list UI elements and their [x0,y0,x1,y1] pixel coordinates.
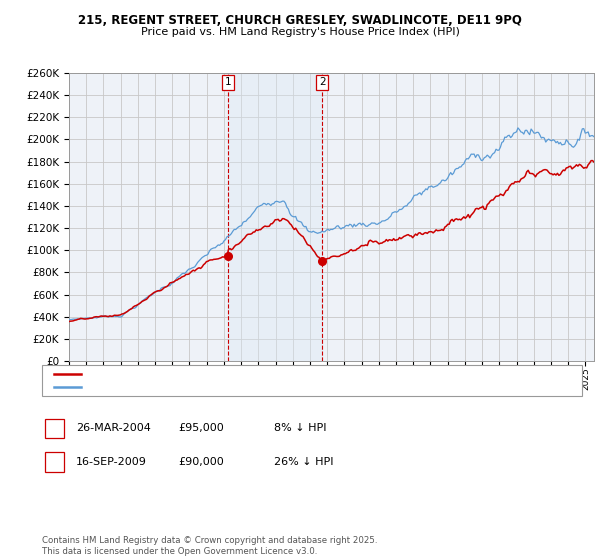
Text: 26% ↓ HPI: 26% ↓ HPI [274,457,334,467]
Text: 2: 2 [319,77,326,87]
Text: 16-SEP-2009: 16-SEP-2009 [76,457,147,467]
Text: 215, REGENT STREET, CHURCH GRESLEY, SWADLINCOTE, DE11 9PQ: 215, REGENT STREET, CHURCH GRESLEY, SWAD… [78,14,522,27]
Text: Contains HM Land Registry data © Crown copyright and database right 2025.
This d: Contains HM Land Registry data © Crown c… [42,536,377,556]
Text: £95,000: £95,000 [178,423,224,433]
Text: 2: 2 [51,457,58,467]
Text: 1: 1 [224,77,231,87]
Text: 8% ↓ HPI: 8% ↓ HPI [274,423,326,433]
Text: Price paid vs. HM Land Registry's House Price Index (HPI): Price paid vs. HM Land Registry's House … [140,27,460,37]
Text: £90,000: £90,000 [178,457,224,467]
Text: 215, REGENT STREET, CHURCH GRESLEY, SWADLINCOTE, DE11 9PQ (semi-detached house): 215, REGENT STREET, CHURCH GRESLEY, SWAD… [87,369,521,378]
Bar [228,73,322,361]
Text: 26-MAR-2004: 26-MAR-2004 [76,423,151,433]
Text: HPI: Average price, semi-detached house, South Derbyshire: HPI: Average price, semi-detached house,… [87,383,371,392]
Text: 1: 1 [51,423,58,433]
